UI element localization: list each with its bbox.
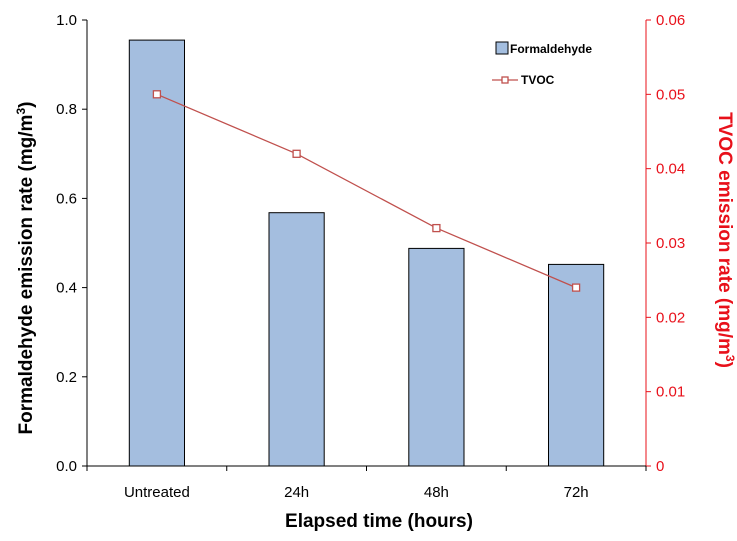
x-tick-label: 72h <box>564 484 589 501</box>
y-right-tick-label: 0 <box>656 458 664 475</box>
legend-label-formaldehyde: Formaldehyde <box>510 42 592 56</box>
y-axis-right-title-suffix: ) <box>714 362 735 368</box>
y-left-tick-label: 1.0 <box>56 12 77 29</box>
bar-formaldehyde <box>408 247 465 467</box>
x-tick-label: 48h <box>424 484 449 501</box>
y-left-tick-label: 0.6 <box>56 190 77 207</box>
point-tvoc <box>152 90 162 99</box>
y-left-tick-label: 0.4 <box>56 280 77 297</box>
y-axis-right-title: TVOC emission rate (mg/m3) <box>714 112 737 368</box>
point-tvoc <box>292 149 301 158</box>
x-tick-label: 24h <box>284 484 309 501</box>
bar-formaldehyde <box>268 212 325 467</box>
y-right-tick-label: 0.04 <box>656 161 685 178</box>
legend-swatch-formaldehyde <box>495 41 509 55</box>
y-right-tick-label: 0.06 <box>656 12 685 29</box>
legend: Formaldehyde TVOC <box>492 41 592 87</box>
y-right-tick-label: 0.01 <box>656 384 685 401</box>
y-axis-left-title-suffix: ) <box>16 102 37 108</box>
y-right-tick-label: 0.03 <box>656 235 685 252</box>
y-left-tick-label: 0.0 <box>56 458 77 475</box>
legend-label-tvoc: TVOC <box>521 73 555 87</box>
point-tvoc <box>571 283 581 292</box>
x-axis-title: Elapsed time (hours) <box>285 511 473 532</box>
y-right-tick-label: 0.02 <box>656 309 685 326</box>
y-axis-right-title-sup: 3 <box>723 355 737 362</box>
y-axis-left-title-sup: 3 <box>14 108 28 115</box>
plot-area: 0.0 0.2 0.4 0.6 0.8 1.0 0 0.01 0.02 0.03 0.04 0.05 0… <box>56 12 685 501</box>
y-right-tick-label: 0.05 <box>656 86 685 103</box>
y-left-tick-label: 0.2 <box>56 369 77 386</box>
series-line-tvoc <box>156 93 577 289</box>
y-left-tick-label: 0.8 <box>56 101 77 118</box>
y-axis-right-title-text: TVOC emission rate (mg/m <box>714 112 735 355</box>
y-axis-left-title-text: Formaldehyde emission rate (mg/m <box>16 115 37 435</box>
bar-formaldehyde <box>128 39 186 467</box>
y-axis-left-title: Formaldehyde emission rate (mg/m3) <box>14 102 37 435</box>
bar-formaldehyde <box>548 263 605 467</box>
x-tick-label: Untreated <box>124 484 190 501</box>
legend-marker-tvoc <box>501 76 509 84</box>
point-tvoc <box>432 223 441 233</box>
